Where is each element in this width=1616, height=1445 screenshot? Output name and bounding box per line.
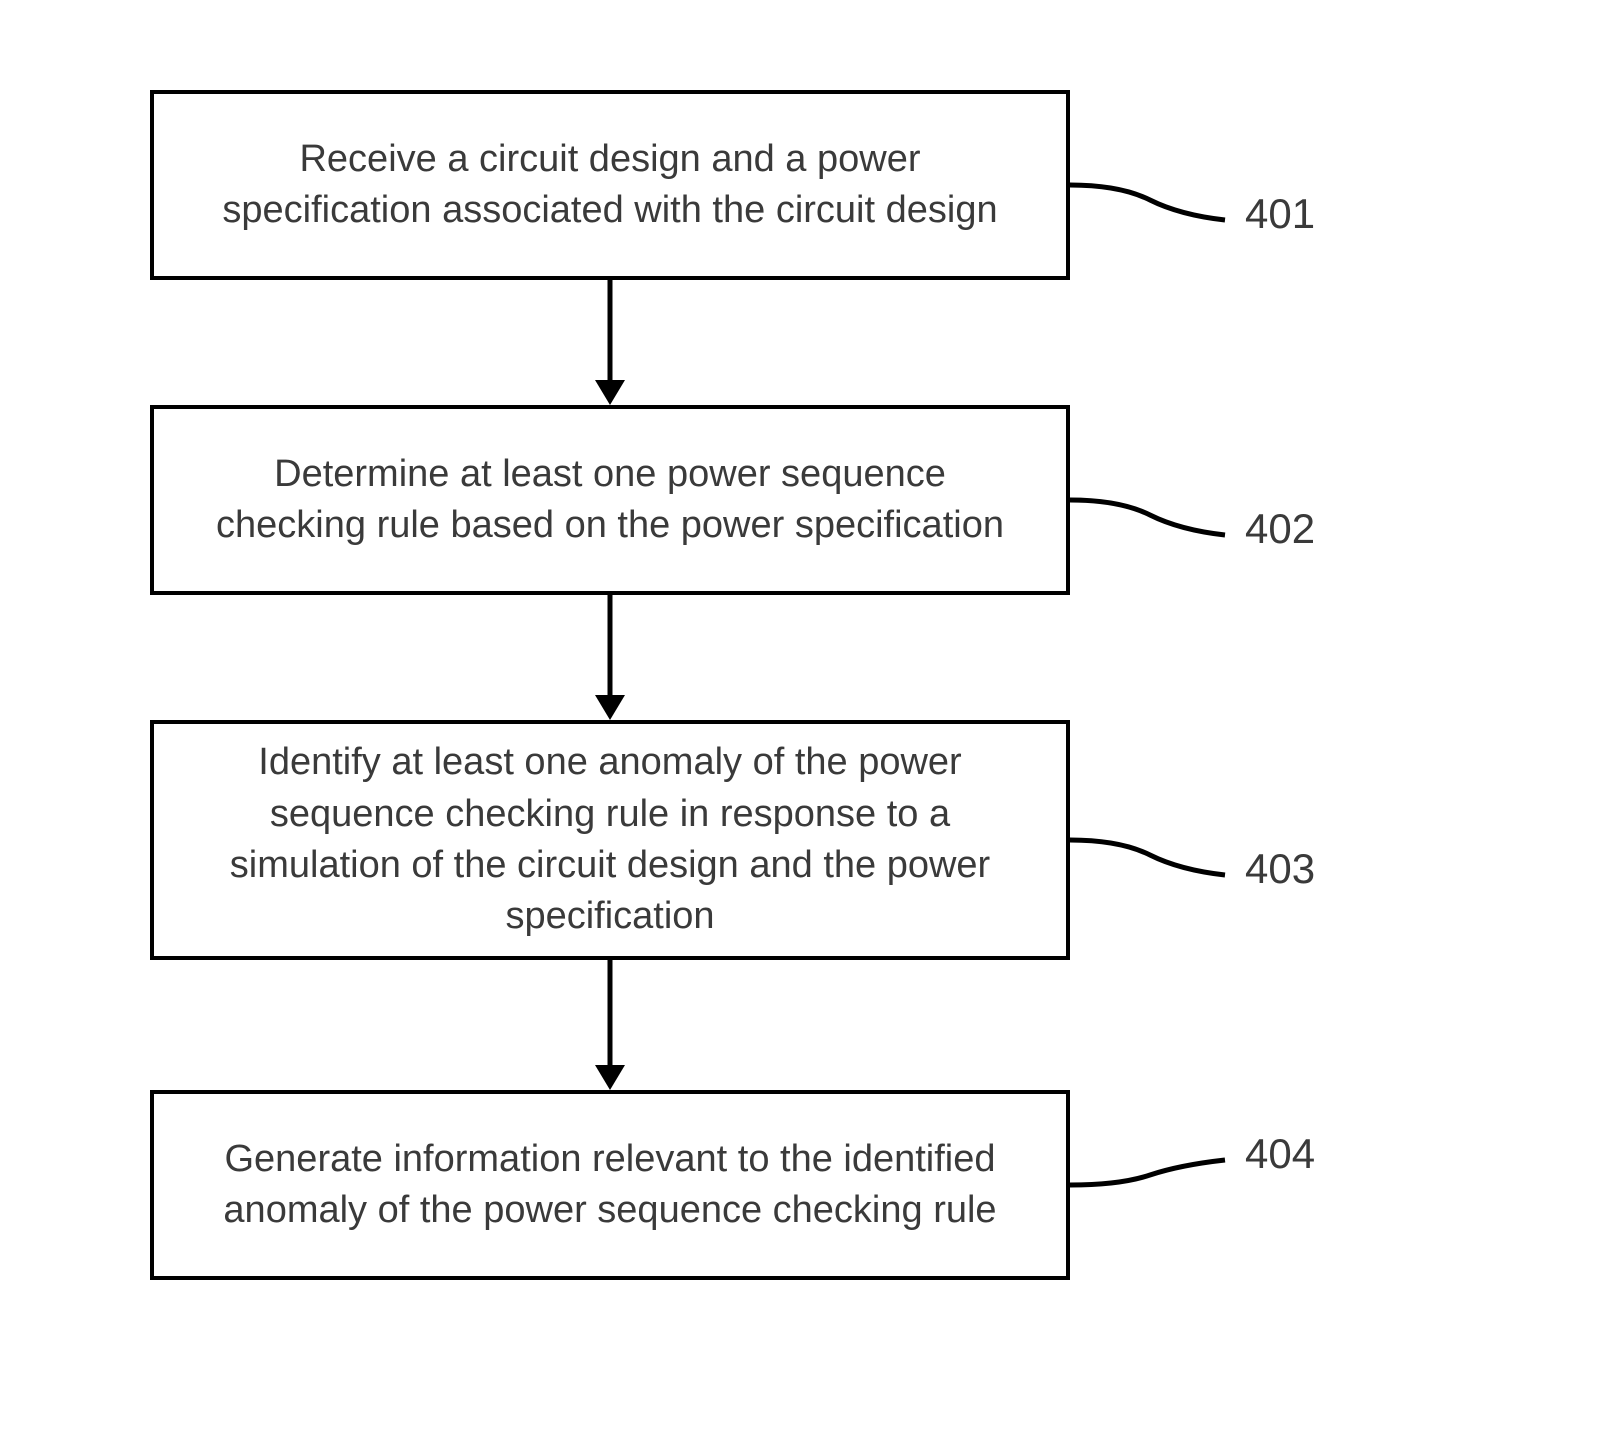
connector-4 (1070, 1145, 1270, 1225)
ref-label-401: 401 (1245, 190, 1315, 238)
arrow-3-4 (590, 960, 630, 1095)
ref-label-404: 404 (1245, 1130, 1315, 1178)
connector-1 (1070, 165, 1270, 245)
flow-box-identify: Identify at least one anomaly of the pow… (150, 720, 1070, 960)
arrow-2-3 (590, 595, 630, 725)
ref-label-402: 402 (1245, 505, 1315, 553)
flow-box-text: Identify at least one anomaly of the pow… (194, 737, 1026, 942)
connector-2 (1070, 480, 1270, 560)
flow-box-text: Determine at least one power sequence ch… (194, 449, 1026, 552)
flow-box-text: Generate information relevant to the ide… (194, 1134, 1026, 1237)
connector-3 (1070, 820, 1270, 900)
flow-box-receive: Receive a circuit design and a power spe… (150, 90, 1070, 280)
flow-box-determine: Determine at least one power sequence ch… (150, 405, 1070, 595)
ref-label-403: 403 (1245, 845, 1315, 893)
flow-box-generate: Generate information relevant to the ide… (150, 1090, 1070, 1280)
arrow-1-2 (590, 280, 630, 410)
flow-box-text: Receive a circuit design and a power spe… (194, 134, 1026, 237)
